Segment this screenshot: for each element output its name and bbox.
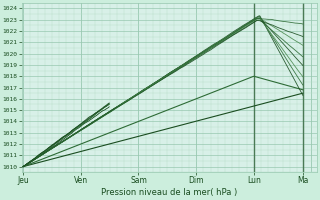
X-axis label: Pression niveau de la mer( hPa ): Pression niveau de la mer( hPa ) [101, 188, 238, 197]
